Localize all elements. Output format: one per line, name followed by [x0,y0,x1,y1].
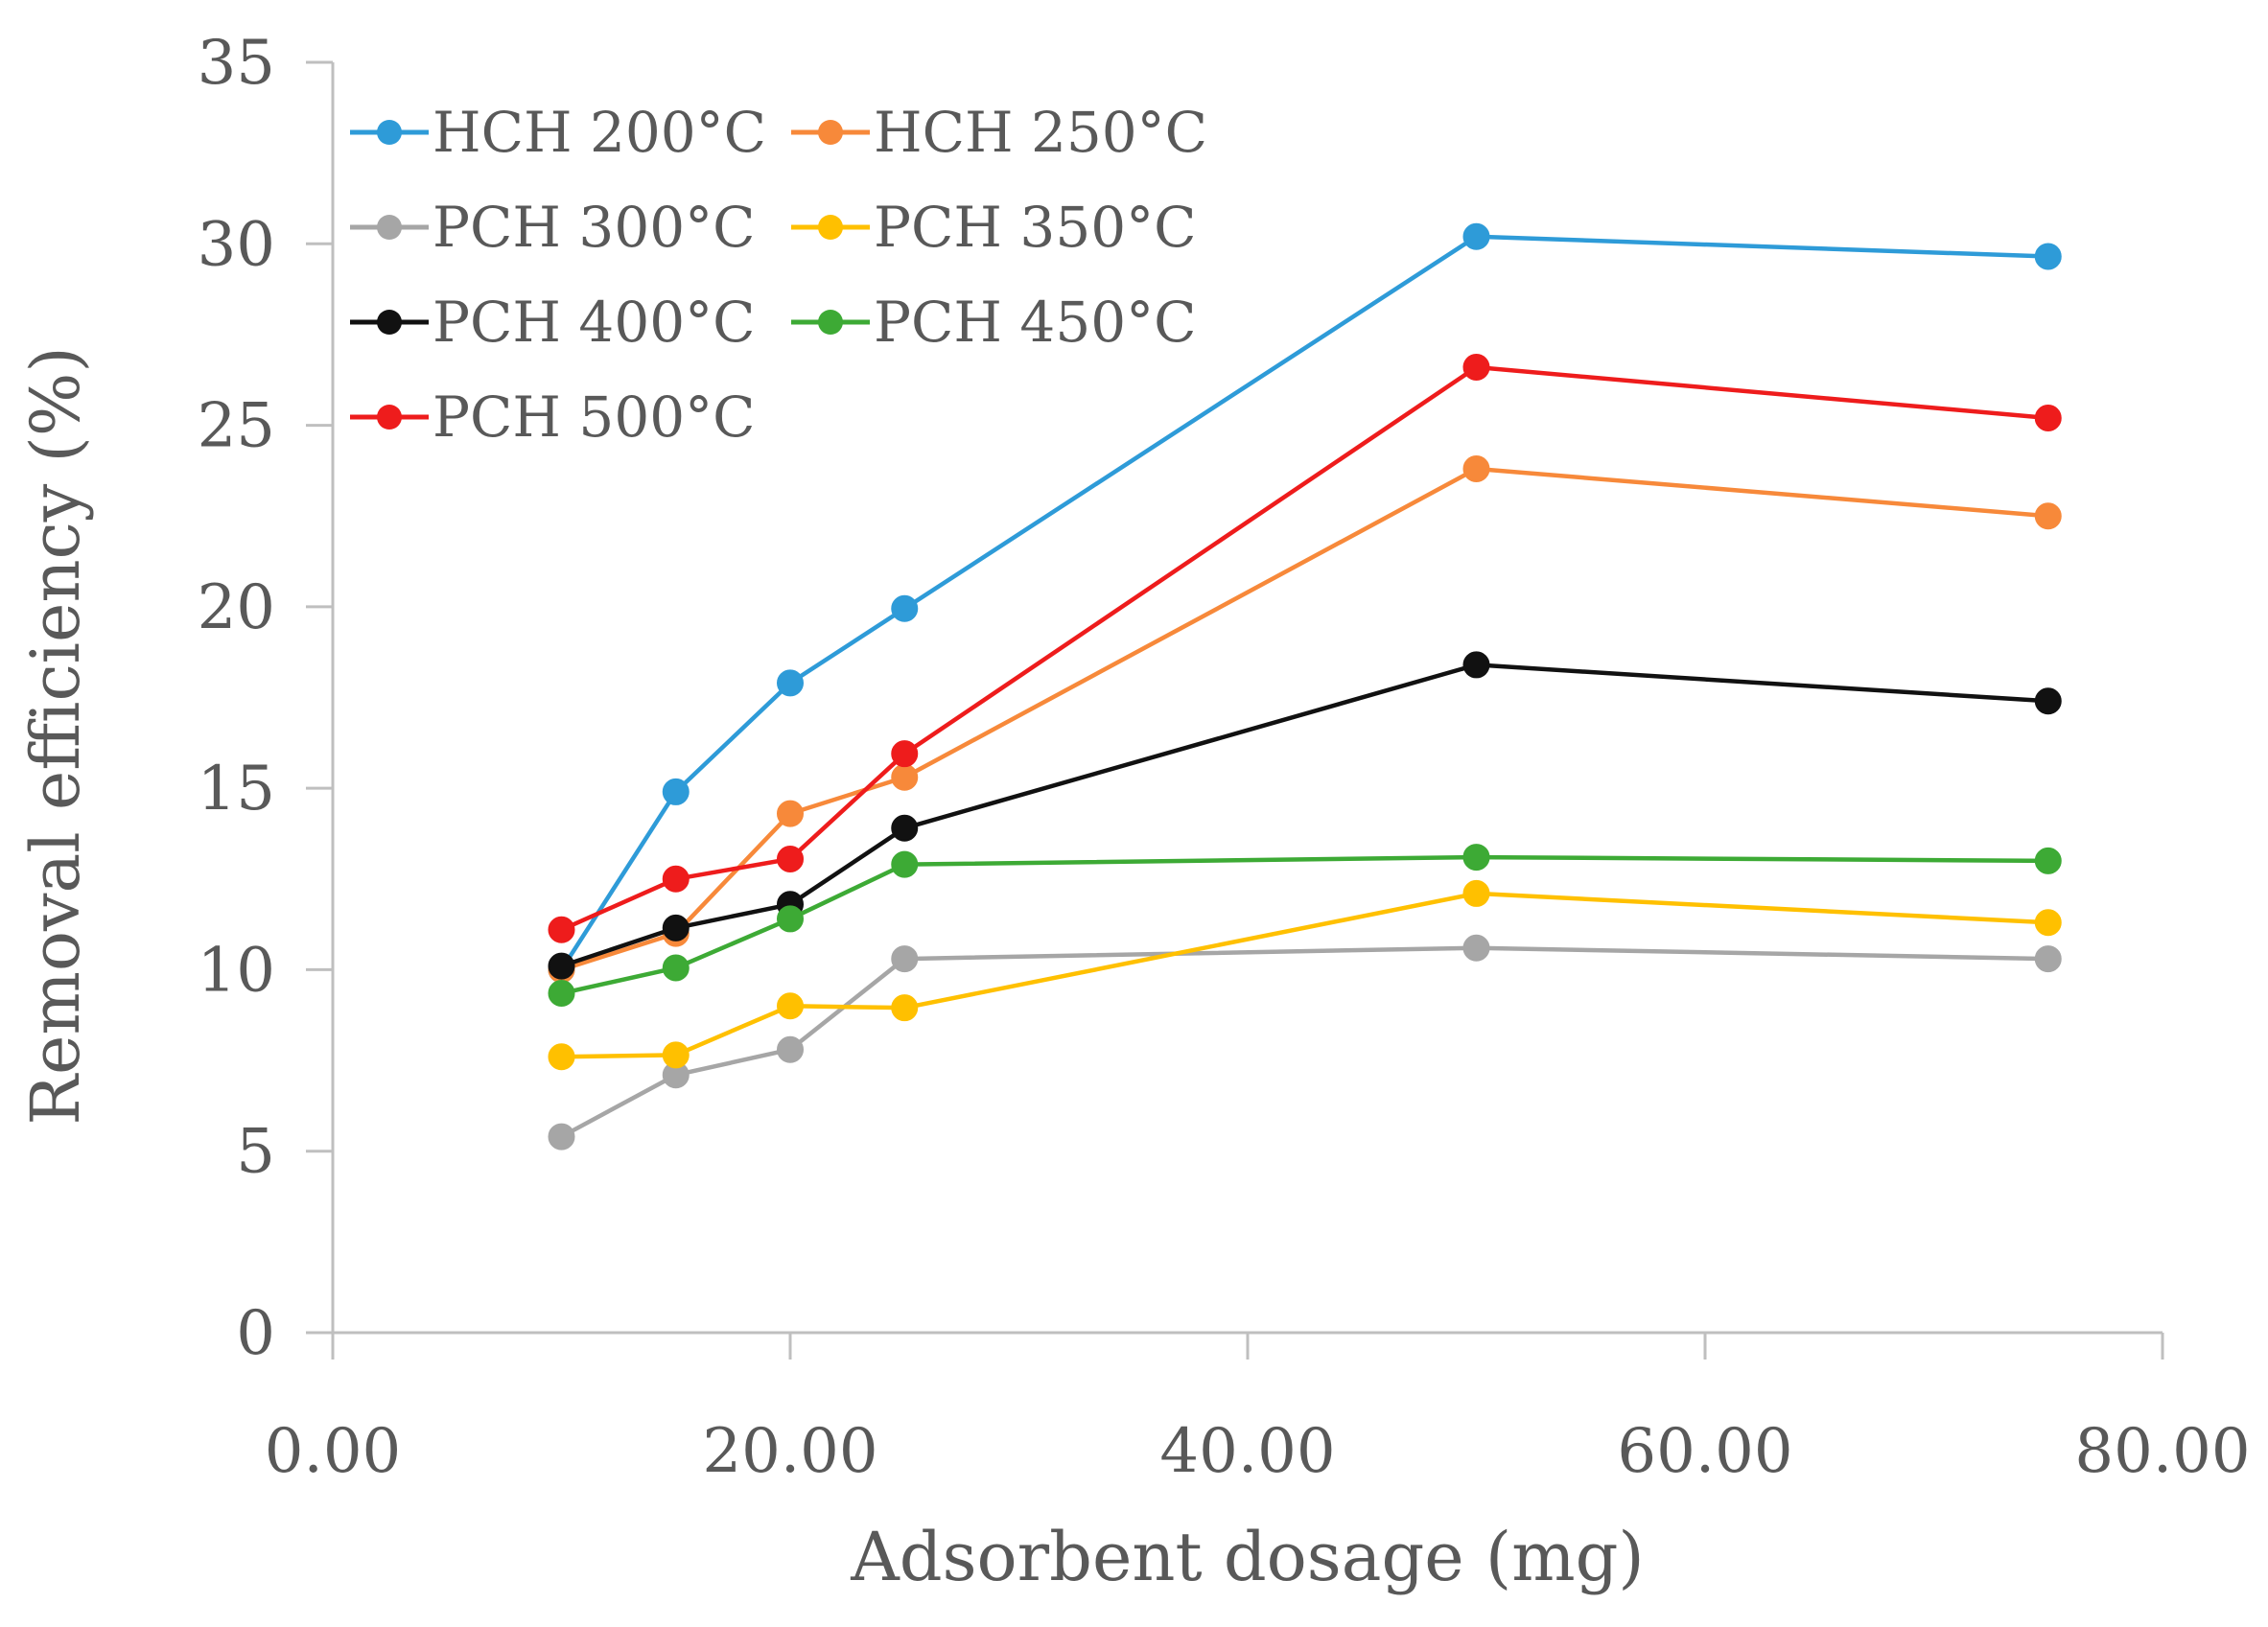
data-point [777,669,804,697]
y-tick-label: 20 [198,572,275,643]
x-tick-label: 20.00 [702,1416,877,1487]
series-pch-500-c [548,354,2062,943]
data-point [2034,847,2062,874]
data-point [891,740,919,768]
data-point [891,594,919,622]
data-point [2034,687,2062,715]
legend: HCH 200°C HCH 250°C PCH 300°C PCH 350°C PCH … [350,100,1207,450]
legend-swatch-marker [377,310,402,335]
legend-swatch-marker [818,120,843,145]
data-point [1462,934,1490,962]
data-point [777,1035,804,1063]
data-point [548,980,575,1008]
data-point [777,845,804,872]
y-axis-title: Removal efficiency (%) [16,346,95,1125]
data-point [2034,405,2062,431]
series-layer [548,222,2062,1151]
series-pch-350-c [548,879,2062,1071]
series-line [559,234,2048,971]
series-line [560,662,2048,968]
data-point [548,952,575,980]
data-point [2034,945,2062,973]
data-point [1462,879,1490,907]
series-line [560,466,2048,972]
data-point [548,1043,575,1071]
data-point [2034,243,2062,270]
x-tick-label: 60.00 [1617,1416,1792,1487]
y-tick-label: 10 [198,935,275,1006]
data-point [1462,222,1490,250]
y-tick-label: 5 [236,1117,275,1188]
series-line [560,945,2048,1139]
data-point [891,763,919,791]
data-point [1462,844,1490,872]
data-point [548,916,575,943]
x-tick-label: 40.00 [1159,1416,1335,1487]
legend-item: PCH 400°C [350,290,756,355]
data-point [777,992,804,1020]
y-tick-label: 0 [236,1298,275,1369]
legend-item: HCH 200°C [350,100,766,165]
data-point [777,800,804,827]
data-point [2034,502,2062,530]
data-point [891,945,919,973]
x-axis-title: Adsorbent dosage (mg) [850,1518,1645,1596]
legend-label: PCH 500°C [433,384,756,450]
x-tick-label: 80.00 [2074,1416,2250,1487]
legend-swatch-marker [818,310,843,335]
y-tick-label: 35 [198,28,275,99]
data-point [777,905,804,933]
y-tick-label: 15 [198,754,275,825]
y-tick-label: 30 [198,209,275,280]
x-tick-label: 0.00 [265,1416,402,1487]
legend-label: PCH 450°C [874,290,1197,355]
series-pch-300-c [548,934,2062,1151]
series-hch-250-c [548,455,2062,984]
data-point [891,850,919,878]
data-point [891,994,919,1022]
legend-label: PCH 400°C [433,290,756,355]
legend-label: HCH 200°C [433,100,766,165]
legend-swatch-marker [377,405,402,430]
data-point [2034,909,2062,937]
legend-item: PCH 300°C [350,195,756,260]
data-point [1462,455,1490,482]
data-point [548,1123,575,1151]
legend-label: HCH 250°C [874,100,1207,165]
legend-swatch-marker [818,215,843,240]
data-point [662,865,690,893]
legend-item: PCH 500°C [350,384,756,450]
series-hch-200-c [548,222,2062,984]
y-tick-label: 25 [198,391,275,462]
data-point [1462,354,1490,381]
legend-item: PCH 450°C [791,290,1197,355]
legend-item: HCH 250°C [791,100,1207,165]
series-pch-450-c [548,844,2062,1008]
data-point [891,814,919,842]
series-pch-400-c [548,651,2062,980]
series-line [561,891,2048,1059]
data-point [662,954,690,982]
data-point [662,1041,690,1069]
legend-label: PCH 350°C [874,195,1197,260]
legend-swatch-marker [377,215,402,240]
series-line [560,364,2048,932]
axes: 0 5 10 15 20 25 30 35 0.00 20.00 40.00 60.00 80.00 [198,28,2251,1487]
series-line [561,854,2048,996]
data-point [662,778,690,805]
data-point [662,914,690,941]
data-point [1462,651,1490,679]
legend-item: PCH 350°C [791,195,1197,260]
legend-label: PCH 300°C [433,195,756,260]
legend-swatch-marker [377,120,402,145]
